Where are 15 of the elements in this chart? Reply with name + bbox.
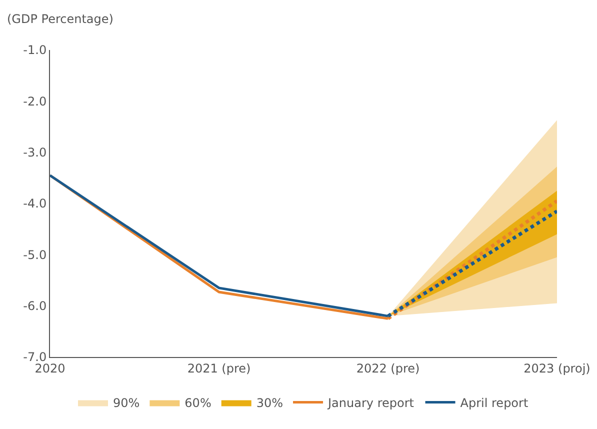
y-tick-label: -2.0 (23, 94, 47, 108)
legend-label: January report (327, 396, 414, 410)
legend-label: 60% (184, 396, 212, 410)
y-tick-label: -3.0 (23, 146, 47, 160)
y-tick-label: -6.0 (23, 299, 47, 314)
y-axis-title: (GDP Percentage) (7, 12, 114, 26)
legend-label: 90% (113, 396, 140, 410)
legend-label: 30% (256, 396, 284, 410)
y-tick-label: -1.0 (23, 43, 47, 58)
x-tick-label: 2021 (pre) (187, 361, 251, 376)
y-tick-label: -4.0 (23, 196, 47, 211)
legend-label: April report (460, 396, 528, 410)
x-tick-label: 2022 (pre) (356, 361, 420, 376)
x-tick-label: 2023 (proj) (524, 361, 590, 376)
y-tick-label: -5.0 (23, 248, 47, 262)
